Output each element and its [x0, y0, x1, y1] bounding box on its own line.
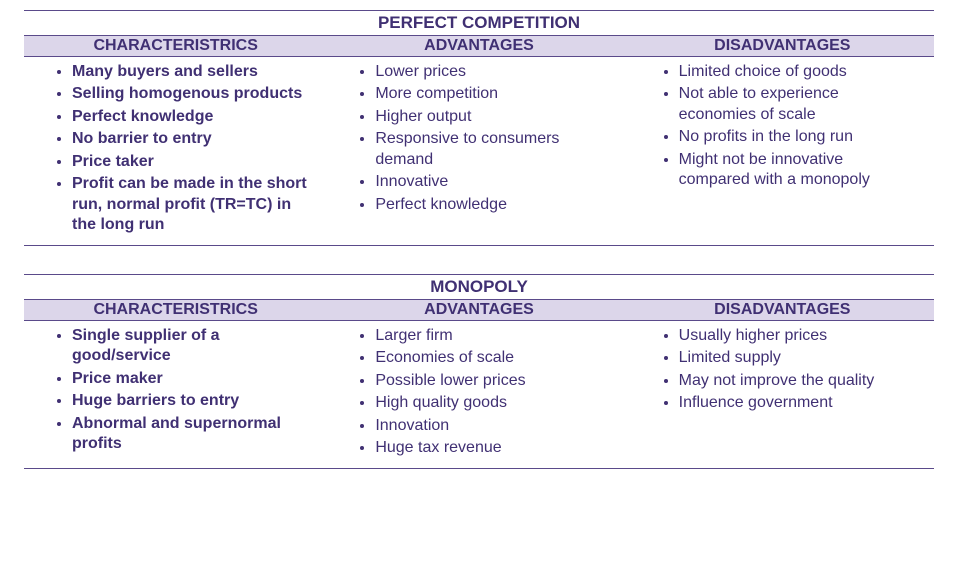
list-item: Perfect knowledge [72, 106, 321, 128]
list-item: Price maker [72, 368, 321, 390]
list-item: Higher output [375, 106, 624, 128]
items-list: Many buyers and sellersSelling homogenou… [30, 61, 321, 237]
column-header: CHARACTERISTRICS [24, 299, 327, 320]
column-body: Usually higher pricesLimited supplyMay n… [631, 320, 934, 468]
column-body: Limited choice of goodsNot able to exper… [631, 57, 934, 246]
list-item: Larger firm [375, 325, 624, 347]
list-item: Limited supply [679, 347, 928, 369]
items-list: Larger firmEconomies of scalePossible lo… [333, 325, 624, 460]
list-item: Usually higher prices [679, 325, 928, 347]
list-item: No profits in the long run [679, 126, 928, 148]
list-item: High quality goods [375, 392, 624, 414]
list-item: Huge tax revenue [375, 437, 624, 459]
table-title: PERFECT COMPETITION [24, 11, 934, 36]
list-item: Possible lower prices [375, 370, 624, 392]
list-item: Limited choice of goods [679, 61, 928, 83]
column-header: ADVANTAGES [327, 36, 630, 57]
list-item: Huge barriers to entry [72, 390, 321, 412]
list-item: Responsive to consumers demand [375, 128, 624, 171]
comparison-table: PERFECT COMPETITIONCHARACTERISTRICSADVAN… [24, 10, 934, 246]
list-item: Innovation [375, 415, 624, 437]
column-header: CHARACTERISTRICS [24, 36, 327, 57]
column-header: ADVANTAGES [327, 299, 630, 320]
list-item: No barrier to entry [72, 128, 321, 150]
column-header: DISADVANTAGES [631, 36, 934, 57]
column-body: Lower pricesMore competitionHigher outpu… [327, 57, 630, 246]
table-title: MONOPOLY [24, 274, 934, 299]
list-item: Profit can be made in the short run, nor… [72, 173, 321, 236]
list-item: Not able to experience economies of scal… [679, 83, 928, 126]
column-header: DISADVANTAGES [631, 299, 934, 320]
list-item: Single supplier of a good/service [72, 325, 321, 368]
items-list: Usually higher pricesLimited supplyMay n… [637, 325, 928, 415]
list-item: Influence government [679, 392, 928, 414]
items-list: Lower pricesMore competitionHigher outpu… [333, 61, 624, 216]
list-item: Abnormal and supernormal profits [72, 413, 321, 456]
list-item: Selling homogenous products [72, 83, 321, 105]
items-list: Single supplier of a good/servicePrice m… [30, 325, 321, 456]
list-item: Might not be innovative compared with a … [679, 149, 928, 192]
column-body: Many buyers and sellersSelling homogenou… [24, 57, 327, 246]
list-item: Innovative [375, 171, 624, 193]
list-item: Lower prices [375, 61, 624, 83]
comparison-tables: PERFECT COMPETITIONCHARACTERISTRICSADVAN… [24, 10, 934, 469]
items-list: Limited choice of goodsNot able to exper… [637, 61, 928, 192]
list-item: Economies of scale [375, 347, 624, 369]
list-item: More competition [375, 83, 624, 105]
column-body: Single supplier of a good/servicePrice m… [24, 320, 327, 468]
list-item: Many buyers and sellers [72, 61, 321, 83]
column-body: Larger firmEconomies of scalePossible lo… [327, 320, 630, 468]
list-item: May not improve the quality [679, 370, 928, 392]
list-item: Perfect knowledge [375, 194, 624, 216]
list-item: Price taker [72, 151, 321, 173]
comparison-table: MONOPOLYCHARACTERISTRICSADVANTAGESDISADV… [24, 274, 934, 469]
